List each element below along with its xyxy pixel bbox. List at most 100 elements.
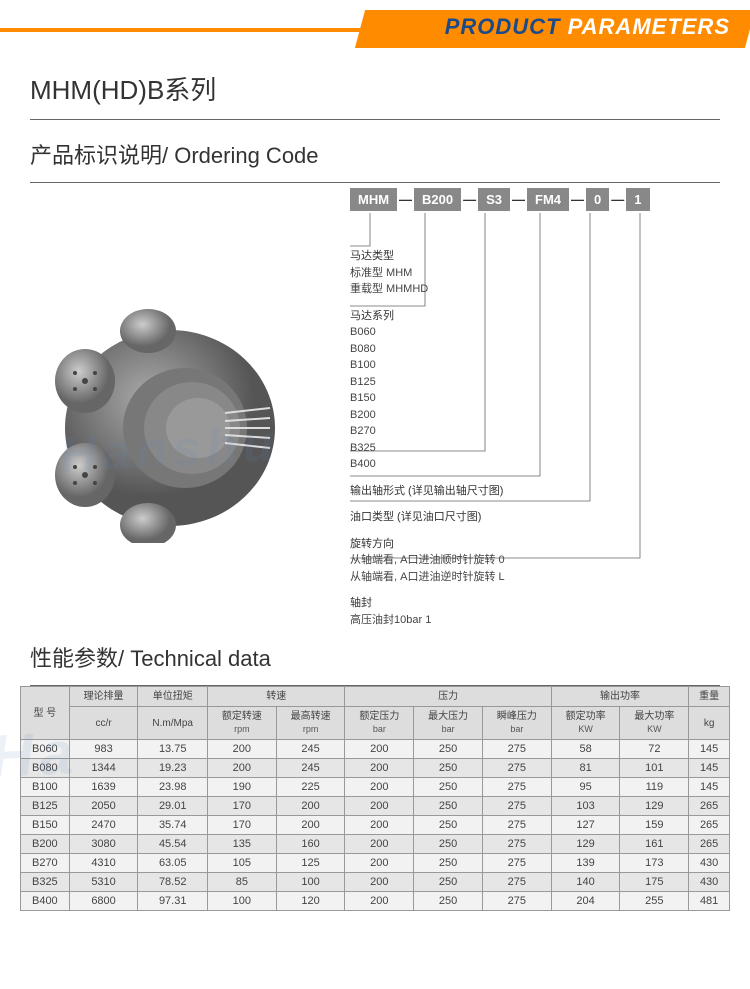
table-cell: 4310 — [69, 854, 138, 873]
header-row-1: 型 号 理论排量 单位扭矩 转速 压力 输出功率 重量 — [21, 687, 730, 707]
table-cell: 275 — [482, 759, 551, 778]
table-cell: 200 — [207, 759, 276, 778]
table-cell: 1639 — [69, 778, 138, 797]
table-row: B325531078.5285100200250275140175430 — [21, 873, 730, 892]
table-cell: 100 — [207, 892, 276, 911]
legend-title: 输出轴形式 (详见输出轴尺寸图) — [350, 483, 505, 500]
banner-line — [0, 28, 380, 32]
th-u5: 额定压力bar — [345, 707, 414, 740]
dash: — — [569, 188, 586, 211]
table-cell: 145 — [689, 778, 730, 797]
table-cell: 250 — [414, 759, 483, 778]
table-cell: 29.01 — [138, 797, 208, 816]
th-u10: kg — [689, 707, 730, 740]
banner: PRODUCT PARAMETERS — [0, 10, 750, 50]
table-cell: 200 — [345, 797, 414, 816]
table-cell: 175 — [620, 873, 689, 892]
product-image — [30, 303, 310, 543]
table-cell: 265 — [689, 816, 730, 835]
table-cell: 265 — [689, 797, 730, 816]
table-cell: 250 — [414, 797, 483, 816]
legend-title: 马达系列 — [350, 308, 505, 325]
th-torque: 单位扭矩 — [138, 687, 208, 707]
legend-line: B325 — [350, 440, 505, 457]
code-boxes: MHM — B200 — S3 — FM4 — 0 — 1 — [350, 188, 650, 211]
table-cell: 120 — [276, 892, 345, 911]
legend-line: B400 — [350, 456, 505, 473]
dash: — — [510, 188, 527, 211]
table-cell: 35.74 — [138, 816, 208, 835]
table-cell: 200 — [207, 740, 276, 759]
table-cell: 245 — [276, 759, 345, 778]
table-cell: 81 — [551, 759, 620, 778]
table-cell: 23.98 — [138, 778, 208, 797]
table-cell: 19.23 — [138, 759, 208, 778]
th-u9: 最大功率KW — [620, 707, 689, 740]
table-cell: 161 — [620, 835, 689, 854]
table-cell: B100 — [21, 778, 70, 797]
code-3: FM4 — [527, 188, 569, 211]
table-cell: 255 — [620, 892, 689, 911]
legend-group: 输出轴形式 (详见输出轴尺寸图) — [350, 483, 505, 500]
legend: 马达类型标准型 MHM重载型 MHMHD马达系列B060B080B100B125… — [350, 248, 505, 638]
table-cell: B060 — [21, 740, 70, 759]
table-cell: B270 — [21, 854, 70, 873]
code-2: S3 — [478, 188, 510, 211]
th-model: 型 号 — [21, 687, 70, 740]
table-cell: 103 — [551, 797, 620, 816]
legend-line: 从轴端看, A口进油逆时针旋转 L — [350, 569, 505, 586]
legend-line: B200 — [350, 407, 505, 424]
table-cell: 275 — [482, 892, 551, 911]
banner-part2: PARAMETERS — [561, 14, 731, 39]
table-cell: 173 — [620, 854, 689, 873]
table-cell: 58 — [551, 740, 620, 759]
table-cell: B400 — [21, 892, 70, 911]
table-cell: 200 — [345, 816, 414, 835]
table-cell: 250 — [414, 740, 483, 759]
table-row: B100163923.9819022520025027595119145 — [21, 778, 730, 797]
table-cell: 275 — [482, 778, 551, 797]
table-cell: 275 — [482, 835, 551, 854]
th-u6: 最大压力bar — [414, 707, 483, 740]
table-cell: 2470 — [69, 816, 138, 835]
table-cell: 145 — [689, 759, 730, 778]
table-cell: 200 — [345, 778, 414, 797]
legend-line: 标准型 MHM — [350, 265, 505, 282]
table-cell: 275 — [482, 740, 551, 759]
legend-line: 高压油封10bar 1 — [350, 612, 505, 629]
table-row: B200308045.54135160200250275129161265 — [21, 835, 730, 854]
tech-table: 型 号 理论排量 单位扭矩 转速 压力 输出功率 重量 cc/r N.m/Mpa… — [20, 686, 730, 911]
table-row: B06098313.752002452002502755872145 — [21, 740, 730, 759]
table-cell: 170 — [207, 797, 276, 816]
table-cell: 481 — [689, 892, 730, 911]
legend-line: B080 — [350, 341, 505, 358]
legend-line: B060 — [350, 324, 505, 341]
table-cell: 245 — [276, 740, 345, 759]
th-u4: 最高转速rpm — [276, 707, 345, 740]
table-cell: 129 — [551, 835, 620, 854]
legend-line: B100 — [350, 357, 505, 374]
table-row: B400680097.31100120200250275204255481 — [21, 892, 730, 911]
table-cell: 45.54 — [138, 835, 208, 854]
th-pressure: 压力 — [345, 687, 551, 707]
ordering-section: MHM — B200 — S3 — FM4 — 0 — 1 — [0, 183, 750, 623]
table-cell: 200 — [276, 816, 345, 835]
legend-group: 轴封高压油封10bar 1 — [350, 595, 505, 628]
table-cell: 119 — [620, 778, 689, 797]
table-cell: 6800 — [69, 892, 138, 911]
table-cell: 78.52 — [138, 873, 208, 892]
code-5: 1 — [626, 188, 649, 211]
table-cell: B080 — [21, 759, 70, 778]
legend-title: 轴封 — [350, 595, 505, 612]
banner-title: PRODUCT PARAMETERS — [445, 14, 730, 40]
dash: — — [397, 188, 414, 211]
table-cell: 63.05 — [138, 854, 208, 873]
table-cell: B150 — [21, 816, 70, 835]
code-1: B200 — [414, 188, 461, 211]
banner-part1: PRODUCT — [445, 14, 561, 39]
series-title: MHM(HD)B系列 — [0, 50, 750, 119]
legend-group: 油口类型 (详见油口尺寸图) — [350, 509, 505, 526]
table-cell: 275 — [482, 797, 551, 816]
legend-title: 旋转方向 — [350, 536, 505, 553]
table-row: B150247035.74170200200250275127159265 — [21, 816, 730, 835]
